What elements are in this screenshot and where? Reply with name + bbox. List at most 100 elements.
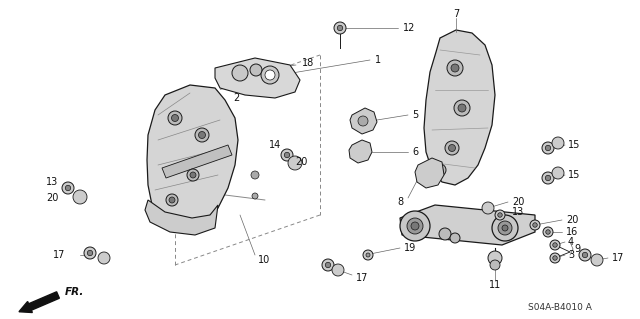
Circle shape (265, 70, 275, 80)
Circle shape (172, 115, 179, 122)
Text: 16: 16 (566, 227, 579, 237)
Circle shape (545, 175, 550, 181)
Circle shape (450, 233, 460, 243)
Circle shape (530, 220, 540, 230)
Circle shape (250, 64, 262, 76)
Text: 4: 4 (568, 237, 574, 247)
Circle shape (447, 60, 463, 76)
Circle shape (545, 145, 550, 151)
Circle shape (553, 256, 557, 260)
Circle shape (498, 221, 512, 235)
Text: 17: 17 (612, 253, 625, 263)
Text: S04A-B4010 A: S04A-B4010 A (528, 303, 592, 313)
Circle shape (358, 116, 368, 126)
Circle shape (198, 131, 205, 138)
Polygon shape (350, 108, 377, 134)
Circle shape (84, 247, 96, 259)
Text: 20: 20 (512, 197, 524, 207)
Polygon shape (400, 205, 535, 245)
Text: 19: 19 (404, 243, 416, 253)
Circle shape (366, 253, 370, 257)
Circle shape (166, 194, 178, 206)
Text: 20: 20 (566, 215, 579, 225)
Circle shape (363, 250, 373, 260)
Polygon shape (145, 200, 218, 235)
Circle shape (488, 251, 502, 265)
Text: 13: 13 (512, 207, 524, 217)
Text: 13: 13 (46, 177, 58, 187)
Circle shape (591, 254, 603, 266)
Text: 20: 20 (295, 157, 307, 167)
Circle shape (169, 197, 175, 203)
Circle shape (281, 149, 293, 161)
Circle shape (543, 227, 553, 237)
Circle shape (87, 250, 93, 256)
Circle shape (454, 100, 470, 116)
Circle shape (482, 202, 494, 214)
Circle shape (252, 193, 258, 199)
Circle shape (502, 225, 508, 231)
Circle shape (445, 141, 459, 155)
Circle shape (190, 172, 196, 178)
Circle shape (284, 152, 290, 158)
Circle shape (411, 222, 419, 230)
Polygon shape (162, 145, 232, 178)
Text: 15: 15 (568, 170, 580, 180)
Circle shape (542, 142, 554, 154)
Circle shape (582, 252, 588, 258)
Polygon shape (215, 58, 300, 98)
Text: 8: 8 (398, 197, 404, 207)
Circle shape (325, 262, 331, 268)
Circle shape (552, 137, 564, 149)
Circle shape (439, 228, 451, 240)
Circle shape (232, 65, 248, 81)
Circle shape (492, 215, 518, 241)
Circle shape (407, 218, 423, 234)
Text: 20: 20 (46, 193, 58, 203)
Text: 9: 9 (574, 244, 580, 254)
Circle shape (542, 172, 554, 184)
Text: 17: 17 (356, 273, 369, 283)
Text: 14: 14 (269, 140, 281, 150)
Circle shape (498, 213, 502, 217)
Circle shape (400, 211, 430, 241)
Text: 11: 11 (489, 280, 501, 290)
Circle shape (449, 145, 456, 152)
Circle shape (451, 64, 459, 72)
Text: 5: 5 (412, 110, 419, 120)
Circle shape (261, 66, 279, 84)
Circle shape (195, 128, 209, 142)
Circle shape (288, 156, 302, 170)
Circle shape (550, 253, 560, 263)
Text: 3: 3 (568, 250, 574, 260)
Text: 17: 17 (52, 250, 65, 260)
Text: 12: 12 (403, 23, 415, 33)
Circle shape (168, 111, 182, 125)
Polygon shape (349, 140, 372, 163)
Circle shape (434, 164, 446, 176)
Polygon shape (147, 85, 238, 228)
Circle shape (187, 169, 199, 181)
Circle shape (553, 243, 557, 247)
Circle shape (332, 264, 344, 276)
Circle shape (546, 230, 550, 234)
Polygon shape (424, 30, 495, 185)
Circle shape (98, 252, 110, 264)
Circle shape (65, 185, 70, 191)
Circle shape (458, 104, 466, 112)
Circle shape (337, 25, 342, 31)
Text: 10: 10 (258, 255, 270, 265)
Text: 2: 2 (234, 93, 240, 103)
Circle shape (532, 223, 537, 227)
FancyArrow shape (19, 292, 60, 313)
Circle shape (251, 171, 259, 179)
Circle shape (437, 167, 443, 173)
Text: 1: 1 (375, 55, 381, 65)
Circle shape (495, 210, 505, 220)
Circle shape (579, 249, 591, 261)
Circle shape (550, 240, 560, 250)
Text: 18: 18 (302, 58, 314, 68)
Circle shape (62, 182, 74, 194)
Circle shape (490, 260, 500, 270)
Text: 7: 7 (453, 9, 459, 19)
